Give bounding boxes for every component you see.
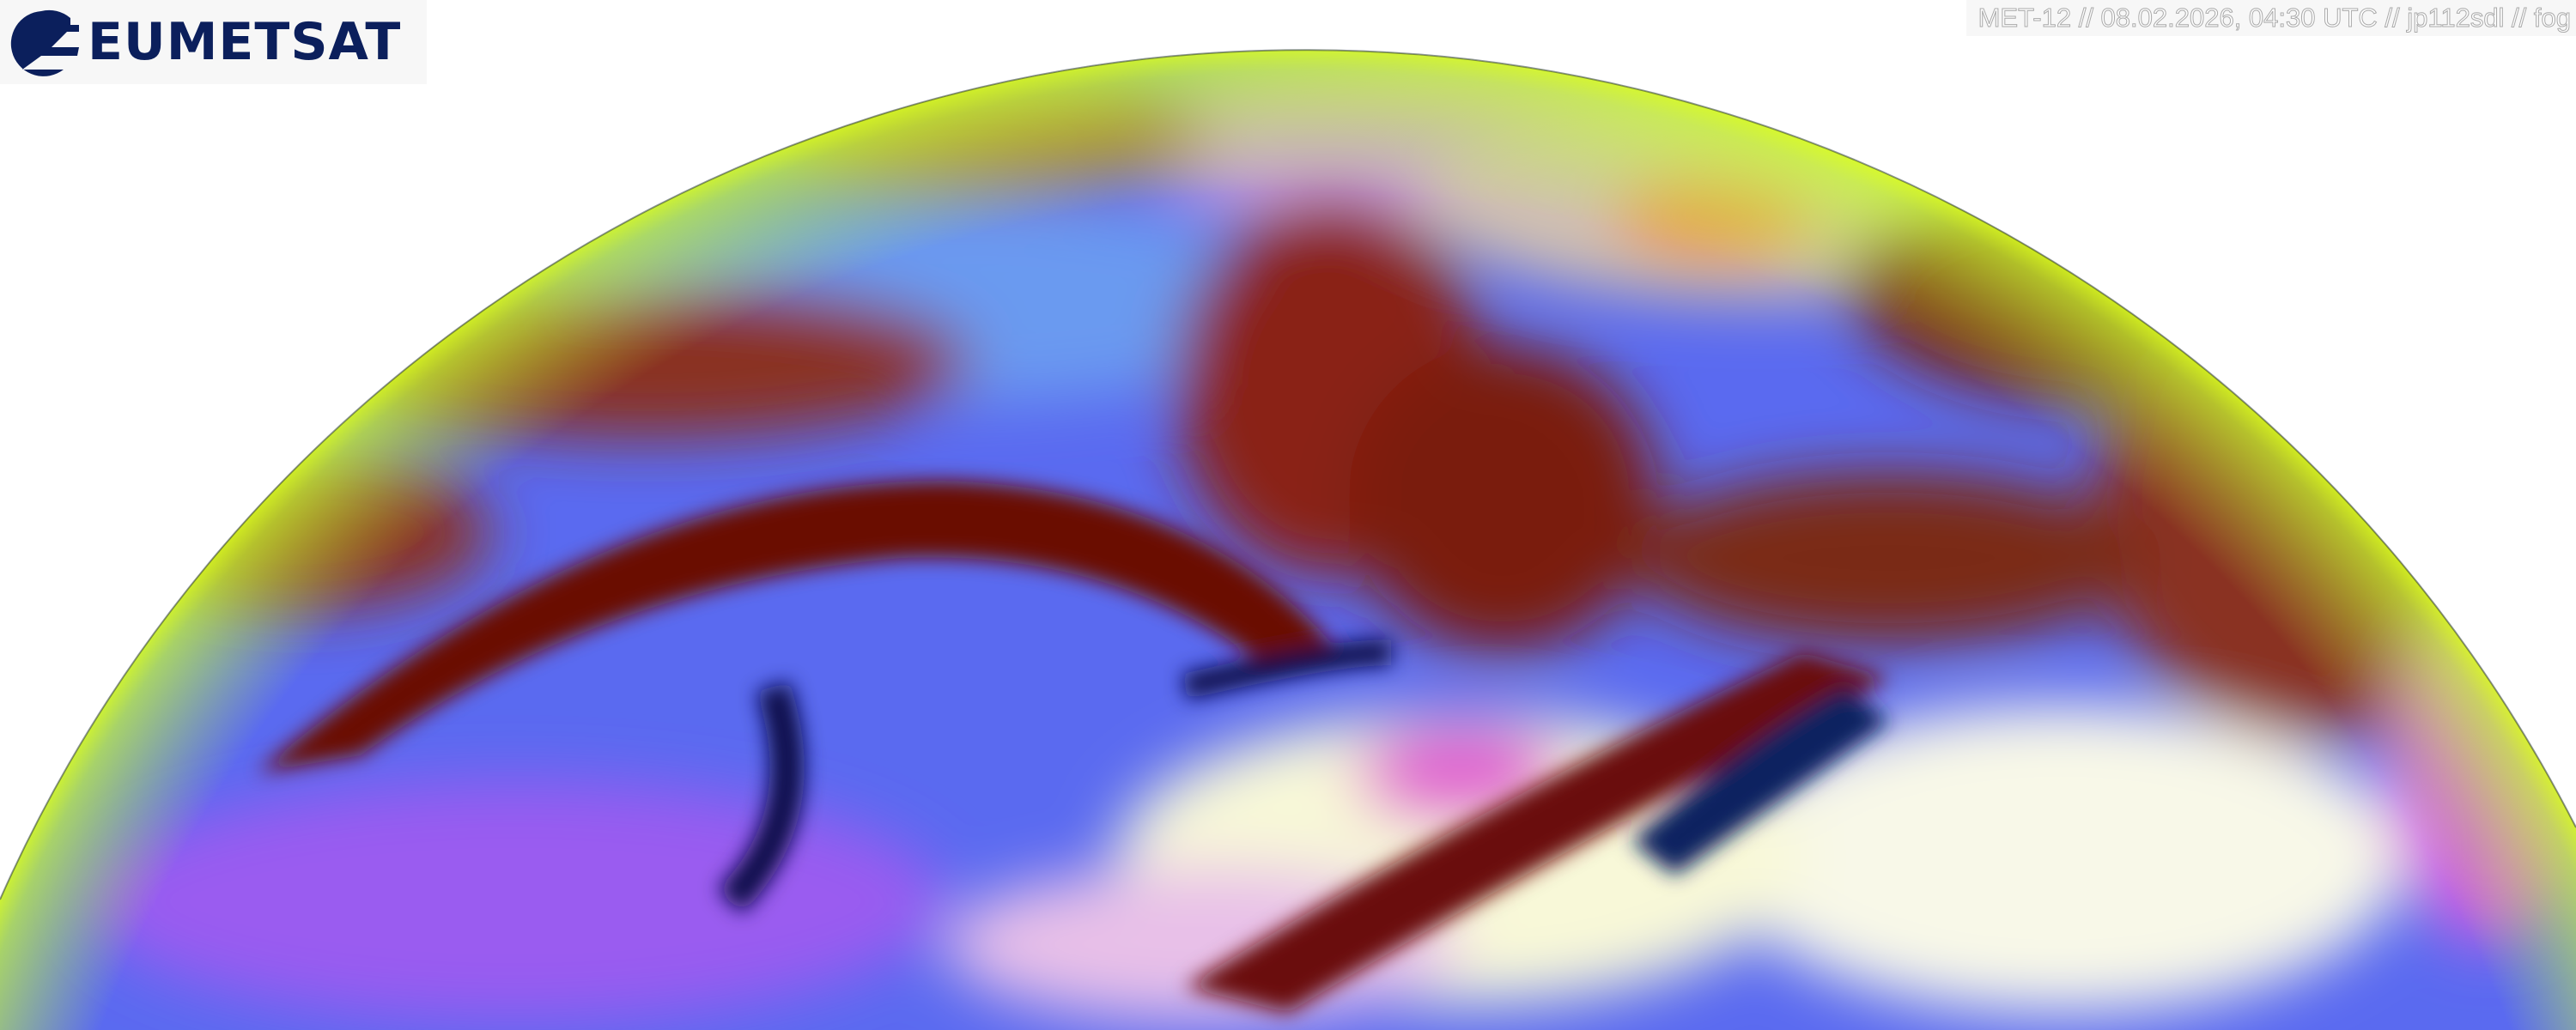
caption-text: MET-12 // 08.02.2026, 04:30 UTC // jp112… — [1978, 3, 2571, 33]
eumetsat-logo: EUMETSAT — [0, 0, 427, 84]
image-caption: MET-12 // 08.02.2026, 04:30 UTC // jp112… — [1965, 0, 2576, 36]
earth-limb-outline — [0, 49, 2576, 900]
logo-text: EUMETSAT — [88, 12, 402, 72]
eumetsat-globe-icon — [10, 9, 79, 76]
